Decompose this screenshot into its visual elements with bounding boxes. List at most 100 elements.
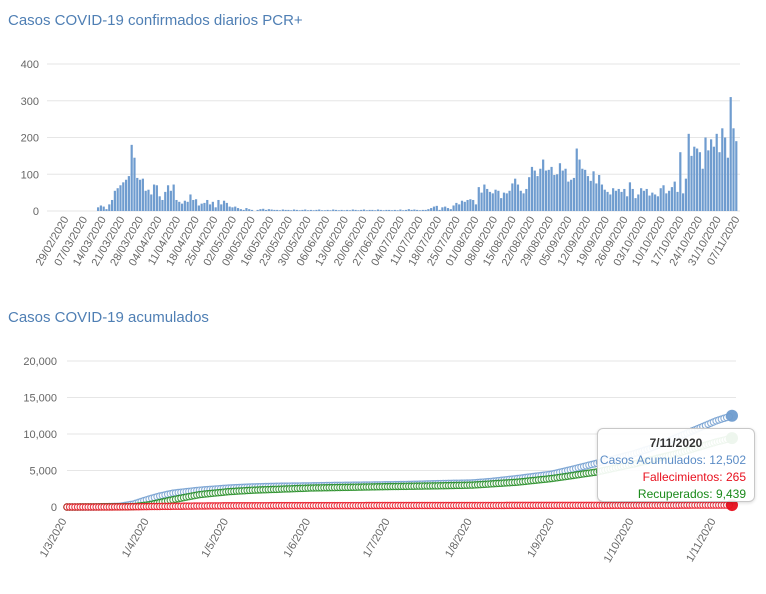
x-tick-label: 1/11/2020 bbox=[684, 517, 718, 565]
bar bbox=[533, 170, 536, 211]
bar bbox=[138, 179, 142, 211]
bar bbox=[337, 210, 340, 211]
bar bbox=[505, 193, 508, 211]
y-tick-label: 0 bbox=[51, 502, 57, 514]
bar bbox=[648, 195, 651, 211]
data-tooltip: 7/11/2020 Casos Acumulados: 12,502 Falle… bbox=[597, 428, 755, 502]
bar bbox=[519, 190, 522, 211]
bar bbox=[626, 196, 629, 211]
bar bbox=[435, 205, 438, 211]
bar bbox=[539, 168, 542, 211]
bar bbox=[141, 178, 144, 211]
y-tick-label: 15,000 bbox=[23, 393, 57, 405]
tooltip-date: 7/11/2020 bbox=[649, 436, 703, 450]
bar bbox=[127, 176, 130, 211]
tooltip-casos: Casos Acumulados: 12,502 bbox=[599, 453, 746, 467]
bar bbox=[197, 205, 200, 211]
x-tick-label: 1/10/2020 bbox=[602, 517, 637, 565]
bar bbox=[192, 199, 195, 211]
bar bbox=[712, 146, 716, 211]
bar bbox=[474, 204, 478, 211]
bar bbox=[522, 193, 525, 211]
bar bbox=[332, 209, 335, 211]
y-tick-label: 0 bbox=[33, 206, 39, 218]
bar bbox=[586, 176, 590, 211]
chart-title-cumulative: Casos COVID-19 acumulados bbox=[8, 309, 209, 326]
bar bbox=[707, 150, 710, 211]
bar bbox=[508, 190, 511, 211]
tooltip-fallecimientos: Fallecimientos: 265 bbox=[642, 470, 746, 484]
bar bbox=[491, 193, 494, 211]
bar bbox=[158, 196, 161, 211]
bar bbox=[444, 206, 447, 211]
bar bbox=[362, 209, 366, 211]
bar bbox=[558, 163, 562, 211]
bar bbox=[651, 192, 654, 211]
bar bbox=[220, 204, 223, 211]
bar bbox=[354, 209, 357, 211]
bar bbox=[116, 188, 119, 211]
bar bbox=[413, 209, 416, 211]
bar bbox=[561, 170, 564, 211]
bar bbox=[715, 133, 718, 211]
bar bbox=[382, 210, 385, 211]
bar bbox=[312, 210, 315, 211]
bar bbox=[267, 209, 270, 211]
bar bbox=[264, 209, 268, 211]
series-point-casos acumulados bbox=[726, 409, 738, 422]
bar bbox=[385, 209, 388, 211]
bar bbox=[589, 180, 592, 211]
bar bbox=[483, 184, 486, 211]
bar bbox=[631, 188, 634, 211]
bar bbox=[427, 209, 430, 211]
bar bbox=[735, 141, 738, 211]
bar bbox=[105, 209, 108, 211]
bar bbox=[497, 190, 500, 211]
bar bbox=[309, 209, 312, 211]
bar bbox=[421, 209, 424, 211]
bar bbox=[687, 133, 690, 211]
bar bbox=[620, 191, 623, 211]
y-tick-label: 400 bbox=[21, 59, 39, 71]
bar bbox=[584, 169, 587, 211]
x-tick-label: 1/7/2020 bbox=[361, 517, 393, 560]
series-point-fallecimientos bbox=[726, 499, 738, 512]
bar bbox=[323, 210, 326, 211]
bar bbox=[306, 210, 310, 211]
y-tick-label: 200 bbox=[21, 133, 39, 145]
bar bbox=[292, 209, 296, 211]
bar bbox=[119, 185, 122, 211]
bar bbox=[376, 209, 380, 211]
bar bbox=[665, 193, 668, 211]
daily-cases-chart: 010020030040029/02/202007/03/202014/03/2… bbox=[21, 59, 743, 268]
bar bbox=[368, 209, 371, 211]
bar bbox=[724, 137, 727, 211]
bar bbox=[108, 204, 111, 211]
bar bbox=[418, 210, 422, 211]
bar bbox=[542, 159, 545, 211]
bar bbox=[441, 207, 444, 211]
bar bbox=[572, 177, 576, 211]
bar bbox=[206, 199, 209, 211]
bar bbox=[346, 209, 349, 211]
bar bbox=[460, 200, 464, 211]
bar bbox=[304, 209, 307, 211]
bar bbox=[430, 208, 433, 211]
bar bbox=[161, 199, 164, 211]
bar bbox=[544, 170, 548, 211]
bar bbox=[567, 181, 570, 211]
bar bbox=[634, 198, 637, 211]
y-tick-label: 5,000 bbox=[29, 466, 57, 478]
bar bbox=[556, 174, 559, 211]
bar bbox=[570, 179, 573, 211]
bar bbox=[287, 209, 290, 211]
bar bbox=[609, 194, 612, 211]
bar bbox=[679, 152, 682, 211]
x-tick-label: 1/6/2020 bbox=[282, 517, 314, 560]
bar bbox=[348, 210, 352, 211]
bar bbox=[281, 209, 284, 211]
bar bbox=[390, 210, 394, 211]
bar bbox=[659, 188, 662, 211]
bar bbox=[124, 179, 128, 211]
bar bbox=[222, 200, 226, 211]
